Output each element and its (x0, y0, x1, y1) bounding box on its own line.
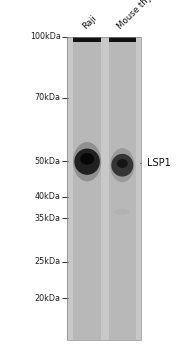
Text: 35kDa: 35kDa (35, 214, 61, 223)
Bar (109, 37, 136, 42)
Text: Mouse thymus: Mouse thymus (116, 0, 167, 32)
Bar (67, 37, 141, 340)
Ellipse shape (110, 148, 134, 182)
Ellipse shape (111, 154, 133, 176)
Ellipse shape (117, 159, 128, 168)
Text: 100kDa: 100kDa (30, 32, 61, 41)
Text: 40kDa: 40kDa (35, 192, 61, 201)
Text: LSP1: LSP1 (147, 159, 171, 168)
Ellipse shape (73, 142, 101, 181)
Ellipse shape (115, 209, 129, 215)
Text: 25kDa: 25kDa (35, 257, 61, 266)
Bar (67, 37, 141, 340)
Ellipse shape (74, 148, 100, 175)
Text: 70kDa: 70kDa (35, 93, 61, 103)
Bar (109, 37, 136, 340)
Bar (73, 37, 101, 340)
Text: 50kDa: 50kDa (35, 156, 61, 166)
Text: Raji: Raji (81, 14, 98, 32)
Text: 20kDa: 20kDa (35, 294, 61, 303)
Ellipse shape (80, 153, 94, 165)
Bar (73, 37, 101, 42)
